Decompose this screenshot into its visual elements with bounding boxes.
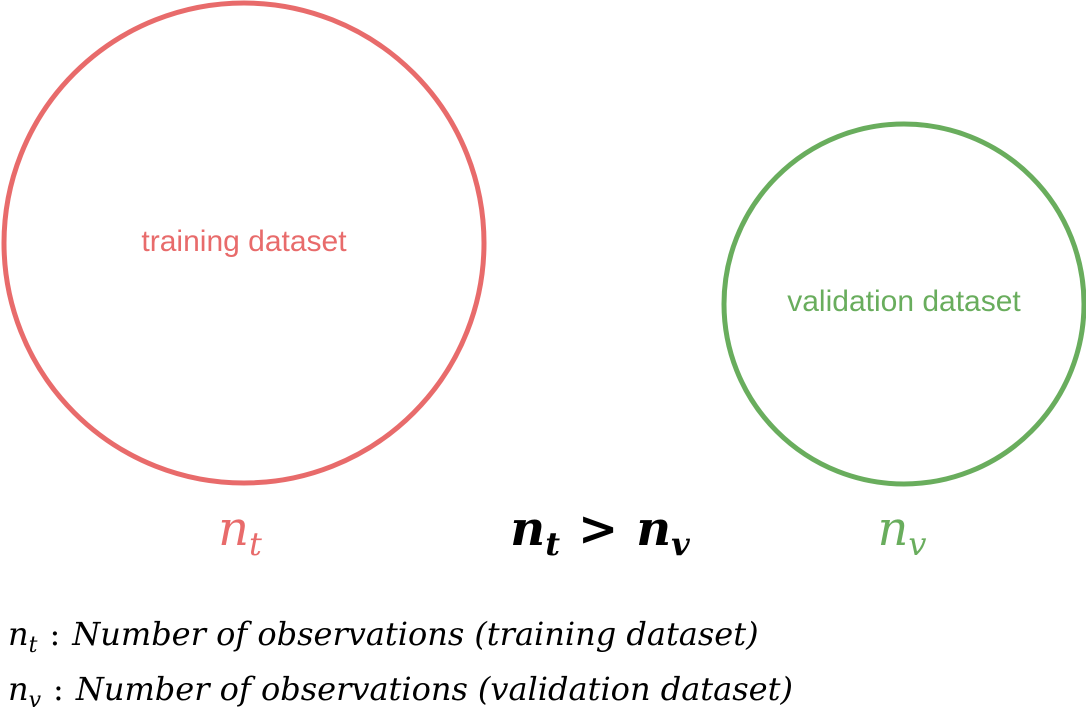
relation: nt > nv bbox=[510, 501, 690, 563]
symbol-sub: v bbox=[671, 525, 690, 563]
symbol-sub: t bbox=[29, 633, 38, 658]
node-symbol: nv bbox=[878, 501, 927, 563]
node-symbol: nt bbox=[218, 501, 262, 563]
legend-line: nv: Number of observations (validation dat… bbox=[8, 670, 793, 713]
legend-line: nt: Number of observations (training datas… bbox=[8, 615, 759, 658]
legend-detail: (validation dataset) bbox=[478, 670, 793, 708]
legend-text: Number of observations bbox=[71, 615, 464, 653]
symbol-base: n bbox=[878, 501, 909, 557]
symbol-sub: t bbox=[545, 525, 560, 563]
operator: > bbox=[578, 501, 618, 557]
validation-circle bbox=[721, 121, 1086, 487]
symbol-base: n bbox=[8, 670, 29, 708]
legend-text: Number of observations bbox=[75, 670, 468, 708]
separator: : bbox=[53, 670, 64, 708]
symbol-base: n bbox=[636, 501, 671, 557]
training-circle bbox=[1, 0, 487, 486]
node-label: validation dataset bbox=[787, 285, 1021, 318]
symbol-base: n bbox=[218, 501, 249, 557]
node-label: training dataset bbox=[141, 225, 347, 258]
separator: : bbox=[49, 615, 60, 653]
symbol-base: n bbox=[8, 615, 29, 653]
symbol-sub: v bbox=[908, 525, 926, 563]
symbol-base: n bbox=[510, 501, 545, 557]
legend-detail: (training dataset) bbox=[474, 615, 758, 653]
symbol-sub: t bbox=[249, 525, 262, 563]
symbol-sub: v bbox=[29, 688, 42, 713]
